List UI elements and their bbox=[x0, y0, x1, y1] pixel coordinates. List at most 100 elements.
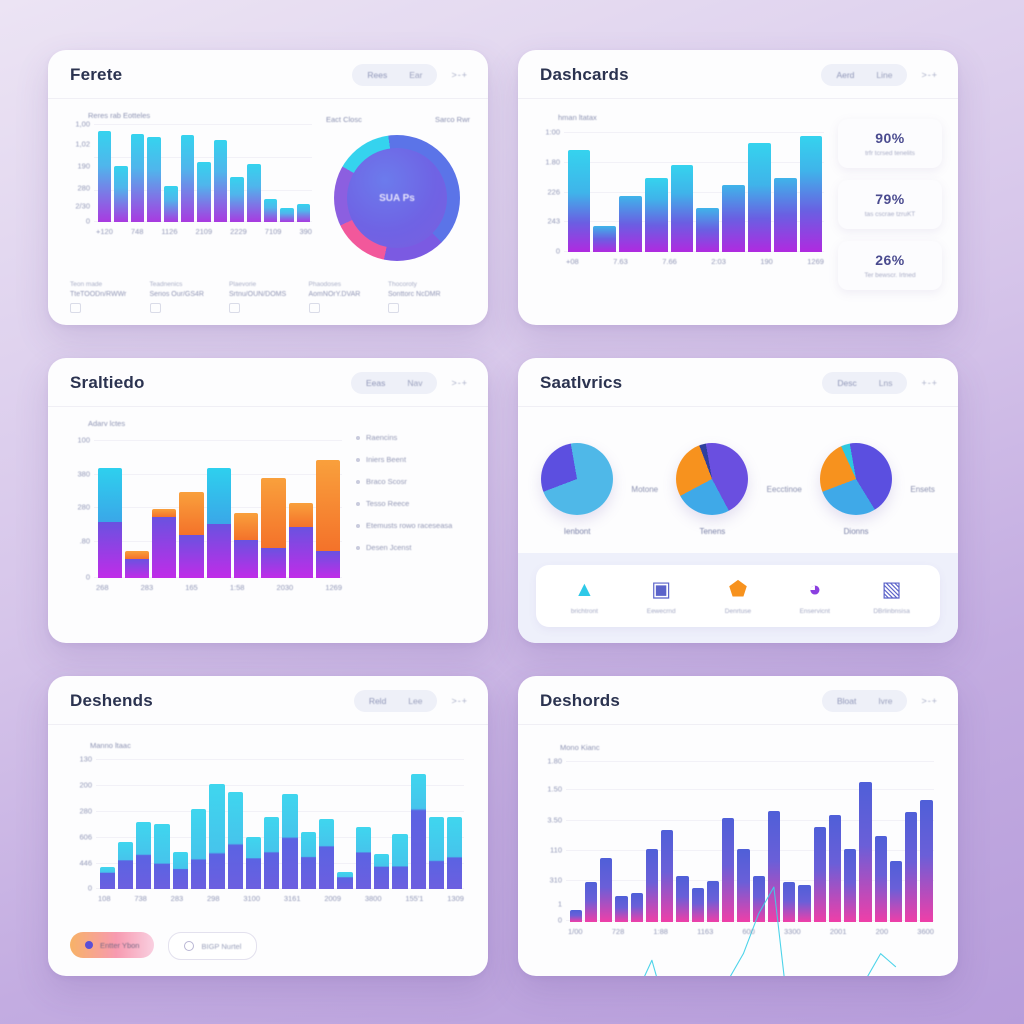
pie-chart-3[interactable]: Dionns bbox=[820, 442, 893, 536]
bar[interactable] bbox=[114, 165, 128, 222]
bar[interactable] bbox=[245, 836, 262, 889]
bar[interactable] bbox=[813, 827, 826, 922]
view-toggle[interactable]: Reld Lee bbox=[353, 690, 438, 712]
stacked-bar[interactable] bbox=[288, 502, 314, 578]
kpi-card[interactable]: 26% Ter bewscr. Irtned bbox=[838, 241, 942, 290]
quick-action[interactable]: ▣ Eewecrnd bbox=[623, 579, 699, 616]
more-options-icon[interactable]: >-+ bbox=[451, 70, 468, 80]
stacked-bar[interactable] bbox=[124, 551, 150, 578]
legend-item[interactable]: Raencins bbox=[356, 433, 474, 442]
bar[interactable] bbox=[373, 854, 390, 889]
toggle-option-2[interactable]: Ear bbox=[409, 70, 423, 80]
bar[interactable] bbox=[567, 149, 591, 252]
bar[interactable] bbox=[905, 812, 918, 922]
bar[interactable] bbox=[859, 781, 872, 922]
toggle-option-1[interactable]: Bloat bbox=[836, 696, 857, 706]
kpi-card[interactable]: 90% trfr tcrsed tenelits bbox=[838, 119, 942, 168]
bar[interactable] bbox=[180, 134, 195, 222]
toggle-option-2[interactable]: Line bbox=[876, 70, 893, 80]
legend-item[interactable]: Braco Scosr bbox=[356, 477, 474, 486]
bar[interactable] bbox=[783, 882, 796, 922]
bar[interactable] bbox=[752, 876, 765, 922]
toggle-option-2[interactable]: Lns bbox=[878, 378, 893, 388]
bar[interactable] bbox=[748, 142, 771, 252]
bar[interactable] bbox=[670, 164, 694, 252]
stacked-bar[interactable] bbox=[261, 478, 286, 578]
bar[interactable] bbox=[213, 140, 228, 222]
more-options-icon[interactable]: >-+ bbox=[451, 378, 468, 388]
bar[interactable] bbox=[799, 135, 823, 252]
bar[interactable] bbox=[99, 866, 115, 889]
view-toggle[interactable]: Bloat Ivre bbox=[821, 690, 908, 712]
bar[interactable] bbox=[593, 226, 617, 252]
pie-chart-2[interactable]: Tenens bbox=[676, 442, 749, 536]
filter-pill[interactable]: Entter Ybon bbox=[70, 932, 155, 958]
legend-item[interactable]: Tesso Reece bbox=[356, 499, 474, 508]
stacked-bar[interactable] bbox=[206, 467, 232, 578]
bar[interactable] bbox=[828, 815, 841, 922]
bar[interactable] bbox=[209, 784, 225, 889]
bar[interactable] bbox=[300, 831, 317, 889]
bar[interactable] bbox=[696, 207, 720, 252]
bar[interactable] bbox=[280, 208, 294, 222]
quick-action[interactable]: ⬟ Denrtuse bbox=[700, 579, 776, 616]
more-options-icon[interactable]: >-+ bbox=[921, 696, 938, 706]
bar[interactable] bbox=[645, 848, 658, 922]
stacked-bar[interactable] bbox=[316, 459, 341, 578]
bar[interactable] bbox=[230, 176, 244, 222]
bar[interactable] bbox=[163, 185, 178, 222]
bar[interactable] bbox=[447, 816, 463, 889]
bar[interactable] bbox=[584, 882, 597, 922]
more-options-icon[interactable]: +-+ bbox=[921, 378, 938, 388]
bar[interactable] bbox=[600, 857, 613, 922]
bar[interactable] bbox=[147, 136, 161, 222]
bar[interactable] bbox=[246, 163, 261, 222]
bar[interactable] bbox=[644, 177, 668, 252]
stacked-bar[interactable] bbox=[234, 513, 259, 578]
bar[interactable] bbox=[136, 821, 152, 889]
view-toggle[interactable]: Aerd Line bbox=[821, 64, 908, 86]
view-toggle[interactable]: Desc Lns bbox=[822, 372, 908, 394]
bar[interactable] bbox=[130, 133, 145, 222]
filter-pill[interactable]: BIGP Nurtel bbox=[168, 932, 258, 960]
legend-item[interactable]: Desen Jcenst bbox=[356, 543, 474, 552]
bar[interactable] bbox=[569, 909, 582, 922]
quick-action[interactable]: ▲ brichtront bbox=[546, 579, 622, 616]
bar[interactable] bbox=[296, 203, 311, 222]
bar[interactable] bbox=[337, 871, 353, 889]
bar[interactable] bbox=[172, 851, 188, 889]
toggle-option-1[interactable]: Desc bbox=[837, 378, 857, 388]
bar[interactable] bbox=[661, 830, 674, 922]
toggle-option-1[interactable]: Reld bbox=[368, 696, 387, 706]
bar[interactable] bbox=[889, 860, 902, 922]
bar[interactable] bbox=[874, 836, 887, 922]
bar[interactable] bbox=[264, 816, 280, 889]
view-toggle[interactable]: Eeas Nav bbox=[350, 372, 438, 394]
bar[interactable] bbox=[619, 196, 642, 252]
kpi-card[interactable]: 79% tas cscrae tzruKT bbox=[838, 180, 942, 229]
bar[interactable] bbox=[767, 810, 780, 922]
bar[interactable] bbox=[722, 184, 746, 252]
donut-wrapper[interactable]: SUA Ps bbox=[334, 135, 460, 261]
bar[interactable] bbox=[282, 794, 298, 889]
stacked-bar[interactable] bbox=[152, 509, 177, 578]
more-options-icon[interactable]: >-+ bbox=[451, 696, 468, 706]
toggle-option-1[interactable]: Rees bbox=[367, 70, 388, 80]
bar[interactable] bbox=[691, 888, 704, 922]
stacked-bar[interactable] bbox=[179, 491, 204, 578]
bar[interactable] bbox=[773, 177, 797, 252]
toggle-option-2[interactable]: Ivre bbox=[878, 696, 893, 706]
bar[interactable] bbox=[410, 774, 426, 889]
bar[interactable] bbox=[676, 876, 689, 922]
legend-item[interactable]: Etemusts rowo raceseasa bbox=[356, 521, 474, 530]
stacked-bar[interactable] bbox=[97, 467, 122, 578]
bar[interactable] bbox=[97, 131, 112, 222]
quick-action[interactable]: ▧ DBrlinbnsisa bbox=[854, 579, 930, 616]
toggle-option-2[interactable]: Nav bbox=[407, 378, 423, 388]
bar[interactable] bbox=[615, 896, 628, 922]
bar[interactable] bbox=[117, 841, 134, 889]
bar[interactable] bbox=[920, 799, 933, 922]
bar[interactable] bbox=[392, 834, 408, 889]
bar[interactable] bbox=[798, 885, 811, 922]
bar[interactable] bbox=[227, 791, 243, 889]
